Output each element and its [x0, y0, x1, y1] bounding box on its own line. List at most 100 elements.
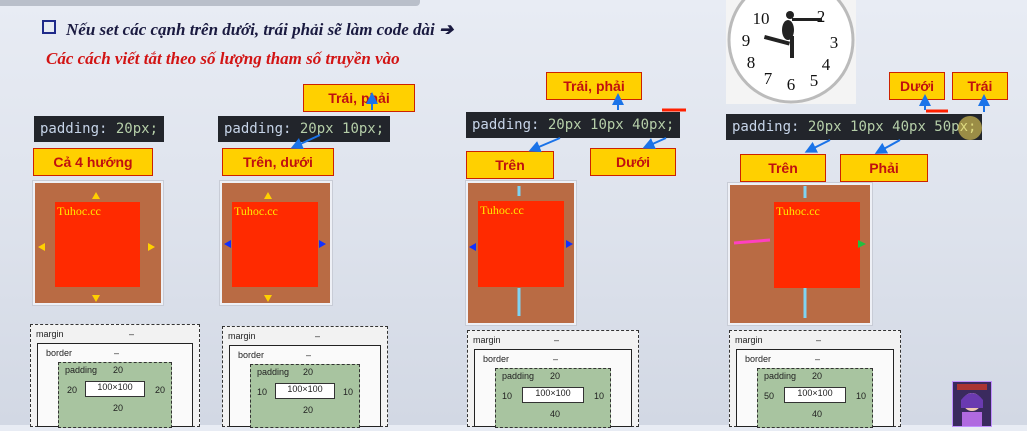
watermark: Tuhoc.cc	[234, 204, 278, 218]
code-property: padding:	[40, 121, 108, 137]
padding-left-value: 20	[67, 385, 78, 395]
content-box: Tuhoc.cc	[232, 202, 318, 287]
margin-top-value: –	[129, 329, 135, 339]
watermark: Tuhoc.cc	[57, 204, 101, 218]
padding-box: padding 20 10 100×100 10 20	[250, 364, 360, 428]
padding-bottom-value: 40	[812, 409, 823, 419]
heading-line-2: Các cách viết tắt theo số lượng tham số …	[46, 49, 400, 68]
code-snippet-4: padding: 20px 10px 40px 50px;	[726, 114, 983, 140]
code-property: padding:	[224, 121, 292, 137]
right-arrow-icon: ➔	[439, 20, 454, 39]
padding-label: padding	[257, 367, 290, 377]
box-model-diagram-4: margin – border – padding 20 50 100×100 …	[729, 330, 901, 428]
padding-left-value: 50	[764, 391, 775, 401]
code-values: 20px;	[107, 121, 159, 137]
border-top-value: –	[306, 350, 312, 360]
code-property: padding:	[472, 117, 540, 133]
padding-top-value: 20	[812, 371, 823, 381]
border-top-value: –	[815, 354, 821, 364]
heading-line-1: Nếu set các cạnh trên dưới, trái phải sẽ…	[42, 20, 453, 40]
padding-label: padding	[502, 371, 535, 381]
svg-text:4: 4	[822, 55, 831, 74]
border-box: border – padding 20 50 100×100 10 40	[736, 349, 894, 428]
border-top-value: –	[553, 354, 559, 364]
margin-label: margin	[735, 335, 763, 345]
label-all-four: Cả 4 hướng	[33, 148, 153, 176]
demo-box-2: Tuhoc.cc	[220, 181, 332, 305]
code-snippet-2: padding: 20px 10px;	[218, 116, 391, 142]
padding-right-value: 10	[594, 391, 605, 401]
demo-box-3: Tuhoc.cc	[466, 181, 576, 325]
content-box: Tuhoc.cc	[774, 202, 860, 288]
border-label: border	[46, 348, 73, 358]
border-box: border – padding 20 20 100×100 20 20	[37, 343, 193, 428]
box-model-diagram-2: margin – border – padding 20 10 100×100 …	[222, 326, 388, 428]
watermark: Tuhoc.cc	[480, 203, 524, 217]
border-label: border	[745, 354, 772, 364]
svg-text:9: 9	[742, 31, 751, 50]
code-snippet-3: padding: 20px 10px 40px;	[466, 112, 681, 138]
padding-right-value: 20	[155, 385, 166, 395]
watermark: Tuhoc.cc	[776, 204, 820, 218]
demo-box-4: Tuhoc.cc	[728, 183, 872, 325]
border-label: border	[483, 354, 510, 364]
svg-text:3: 3	[830, 33, 839, 52]
padding-label: padding	[764, 371, 797, 381]
margin-top-value: –	[315, 331, 321, 341]
heading-text: Nếu set các cạnh trên dưới, trái phải sẽ…	[66, 20, 435, 39]
border-top-value: –	[114, 348, 120, 358]
svg-text:8: 8	[747, 53, 756, 72]
svg-text:7: 7	[764, 69, 773, 88]
margin-label: margin	[36, 329, 64, 339]
code-values: 20px 10px;	[291, 121, 385, 137]
margin-label: margin	[473, 335, 501, 345]
padding-label: padding	[65, 365, 98, 375]
border-box: border – padding 20 10 100×100 10 40	[474, 349, 632, 428]
padding-top-value: 20	[303, 367, 314, 377]
svg-text:5: 5	[810, 71, 819, 90]
label-bottom: Dưới	[889, 72, 945, 100]
padding-box: padding 20 50 100×100 10 40	[757, 368, 873, 428]
margin-top-value: –	[554, 335, 560, 345]
padding-left-value: 10	[502, 391, 513, 401]
padding-top-value: 20	[113, 365, 124, 375]
content-size: 100×100	[522, 387, 584, 403]
avatar-icon	[952, 381, 992, 427]
code-values: 20px 10px 40px;	[539, 117, 675, 133]
svg-text:6: 6	[787, 75, 796, 94]
code-values: 20px 10px 40px 50px;	[799, 119, 977, 135]
padding-bottom-value: 20	[303, 405, 314, 415]
padding-box: padding 20 10 100×100 10 40	[495, 368, 611, 428]
padding-right-value: 10	[343, 387, 354, 397]
padding-top-value: 20	[550, 371, 561, 381]
label-bottom: Dưới	[590, 148, 676, 176]
content-box: Tuhoc.cc	[55, 202, 140, 287]
border-label: border	[238, 350, 265, 360]
padding-bottom-value: 40	[550, 409, 561, 419]
padding-bottom-value: 20	[113, 403, 124, 413]
label-top: Trên	[466, 151, 554, 179]
svg-text:10: 10	[753, 9, 770, 28]
checkbox-bullet-icon	[42, 20, 56, 34]
label-left-right: Trái, phải	[546, 72, 642, 100]
content-size: 100×100	[85, 381, 145, 397]
label-top-bottom: Trên, dưới	[222, 148, 334, 176]
border-box: border – padding 20 10 100×100 10 20	[229, 345, 381, 428]
padding-left-value: 10	[257, 387, 268, 397]
demo-box-1: Tuhoc.cc	[33, 181, 163, 305]
content-box: Tuhoc.cc	[478, 201, 564, 287]
margin-label: margin	[228, 331, 256, 341]
box-model-diagram-3: margin – border – padding 20 10 100×100 …	[467, 330, 639, 428]
label-left-right: Trái, phải	[303, 84, 415, 112]
code-property: padding:	[732, 119, 800, 135]
margin-top-value: –	[816, 335, 822, 345]
label-top: Trên	[740, 154, 826, 182]
content-size: 100×100	[784, 387, 846, 403]
label-right: Phải	[840, 154, 928, 182]
padding-box: padding 20 20 100×100 20 20	[58, 362, 172, 428]
svg-text:2: 2	[817, 7, 826, 26]
box-model-diagram-1: margin – border – padding 20 20 100×100 …	[30, 324, 200, 428]
code-snippet-1: padding: 20px;	[34, 116, 165, 142]
